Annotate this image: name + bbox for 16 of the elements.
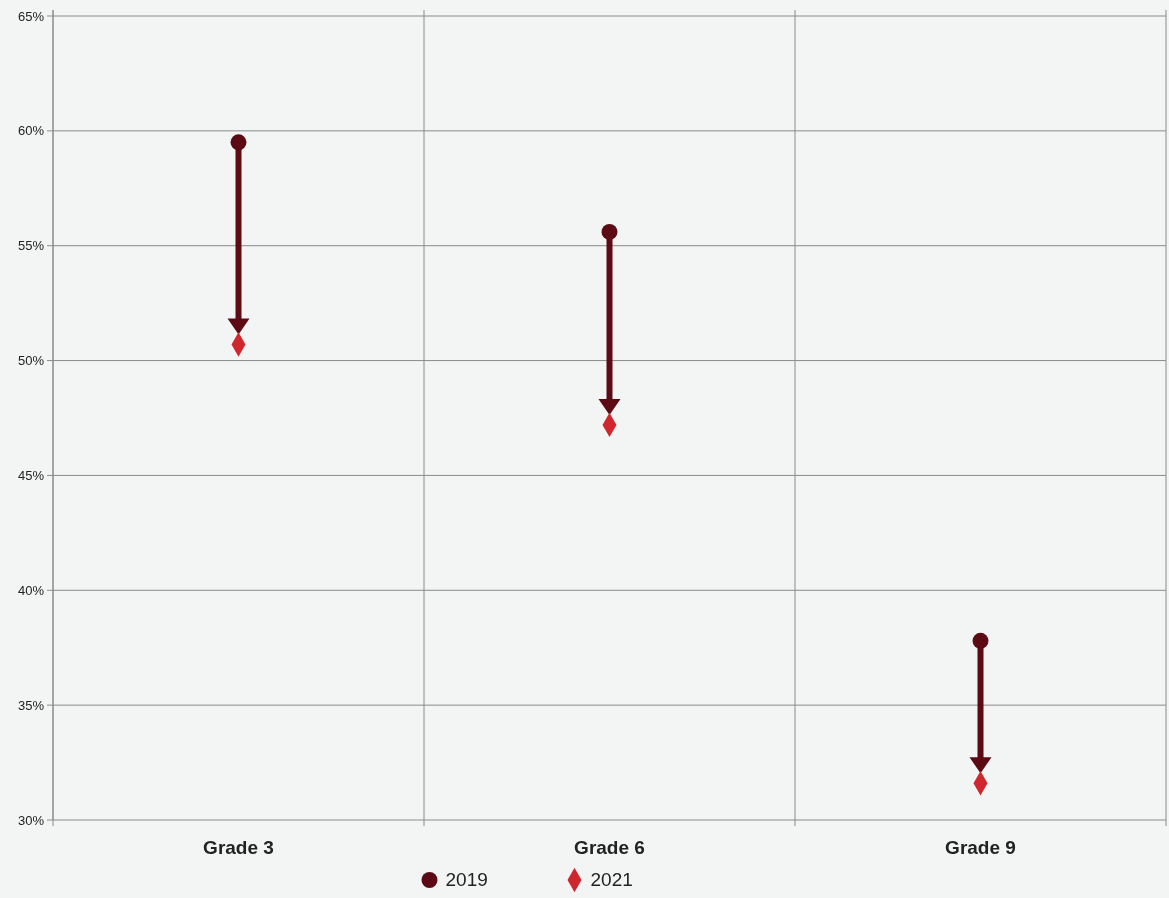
y-tick-label: 55% (17, 238, 45, 254)
x-tick-label: Grade 9 (945, 837, 1016, 858)
point (601, 223, 618, 240)
legend-label: 2019 (445, 869, 488, 890)
x-tick-label: Grade 6 (574, 837, 645, 858)
y-tick-label: 45% (17, 467, 45, 483)
point (230, 134, 247, 151)
legend-label: 2021 (590, 869, 633, 890)
y-tick-label: 50% (17, 353, 45, 369)
y-tick-label: 60% (17, 123, 45, 139)
y-tick-label: 30% (17, 812, 45, 828)
x-tick-label: Grade 3 (203, 837, 274, 858)
point (972, 632, 989, 649)
y-tick-label: 40% (17, 582, 45, 598)
y-tick-label: 65% (17, 8, 45, 24)
y-tick-label: 35% (17, 697, 45, 713)
